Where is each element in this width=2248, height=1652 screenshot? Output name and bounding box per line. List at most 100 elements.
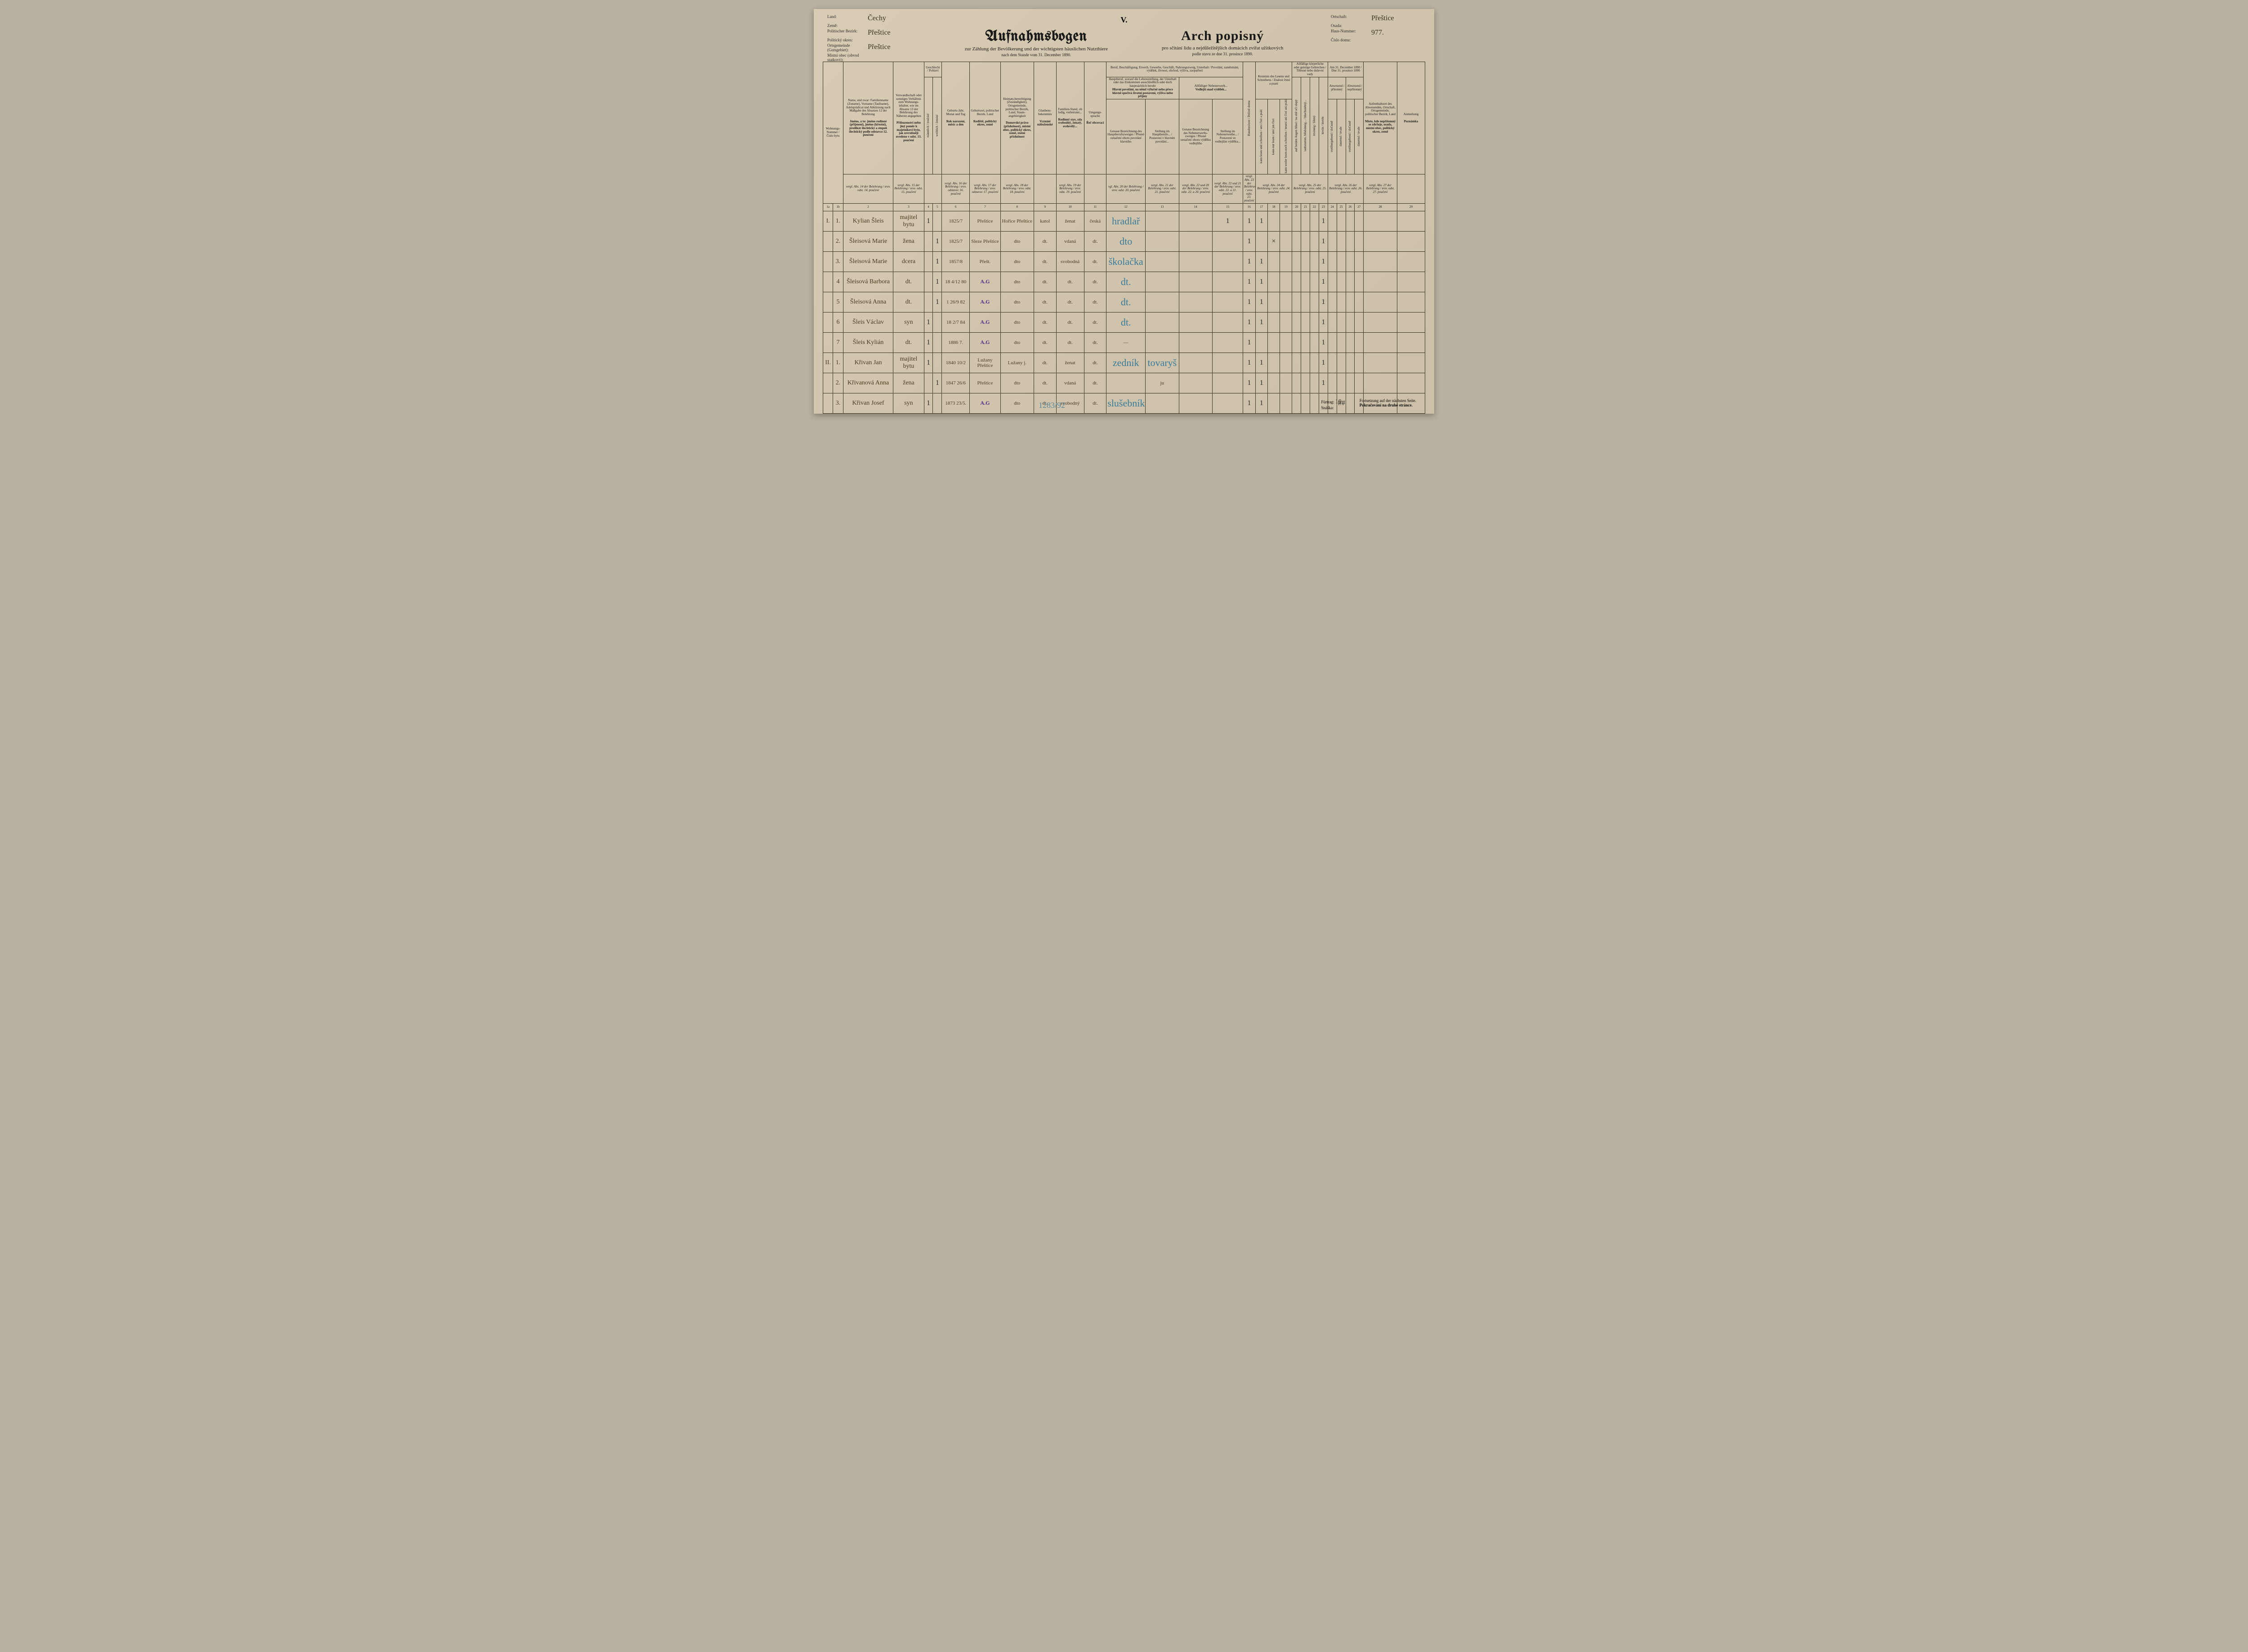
cell [1179,353,1212,373]
table-body: I.1.Kylian Šleismajitel bytu11825/7Přešt… [823,211,1425,413]
cell [1292,211,1301,231]
cell [1301,373,1310,393]
cell [1146,251,1179,272]
cell [1355,211,1364,231]
cell: hradlař [1106,211,1146,231]
table-row: II.1.Křivan Janmajitel bytu11840 10/2Luž… [823,353,1425,373]
cell [1301,332,1310,353]
mistni-label: Místní obec (obvod statkový): [827,53,868,62]
cell: Šleis Kylián [843,332,893,353]
cell [1328,292,1337,312]
cell [1355,312,1364,332]
cell: 1873 23/5. [942,393,970,413]
cell: dt. [1106,312,1146,332]
cell [823,272,833,292]
ref-c13: vergl. Abs. 25 der Belehrung / srov. ods… [1292,174,1328,204]
cell [1212,353,1243,373]
cell: dt. [893,292,924,312]
cell [1146,272,1179,292]
col-num: 11 [1084,203,1106,211]
cell [1397,373,1425,393]
h-c14a1: vorübergehend / dočasně [1328,99,1337,174]
fortsetzung: Fortsetzung auf der nächsten Seite. Pokr… [1360,398,1416,410]
cell: II. [823,353,833,373]
cell: syn [893,312,924,332]
cell [1355,353,1364,373]
cell: 1 [1243,332,1255,353]
cell: tovaryš [1146,353,1179,373]
cell: A.G [970,332,1000,353]
cell: 1 [1255,292,1267,312]
cell: dto [1106,231,1146,251]
ortschaft-label: Ortschaft: [1331,14,1371,22]
cell [1328,251,1337,272]
cell: 4 [833,272,843,292]
cell [1337,211,1346,231]
cell: vdaná [1056,373,1084,393]
cell: 1 [1319,231,1328,251]
h-c10: Umgangs-spracheŘeč obcovací [1084,62,1106,174]
cell [1337,332,1346,353]
cell: 1840 10/2 [942,353,970,373]
cell [1292,231,1301,251]
cell: 1 [1243,251,1255,272]
cell [1364,312,1397,332]
sub-cz: pro sčítání lidu a nejdůležitějších domá… [1162,45,1283,51]
cell [924,231,933,251]
cell: žena [893,373,924,393]
cell [1292,393,1301,413]
cell [1355,373,1364,393]
cell [1310,272,1319,292]
cell [1179,312,1212,332]
cell [1301,251,1310,272]
cell: 3. [833,393,843,413]
h-c15: Aufenthaltsort des Abwesenden, Ortschaft… [1364,62,1397,174]
cell [1337,251,1346,272]
ref-c9: vergl. Abs. 19 der Belehrung / srov. ods… [1056,174,1084,204]
h-c11b: Allfälliger Nebenerwerb...Vedlejší snad … [1179,77,1243,99]
cell: dt. [1034,332,1056,353]
cell: dt. [1084,393,1106,413]
census-sheet: Land:Čechy Země: Politischer Bezirk:Přeš… [814,9,1434,414]
h-c14b1: vorübergehend / dočasně [1346,99,1355,174]
cell: Šleis Václav [843,312,893,332]
cell [924,292,933,312]
orts-value: Přeštice [868,43,891,52]
cell [1146,231,1179,251]
cell: dt. [893,272,924,292]
cell: 1. [833,353,843,373]
cell [1280,373,1292,393]
polit-value: Přeštice [868,29,891,37]
cell [1310,292,1319,312]
ref-c7: vergl. Abs. 18 der Belehrung / srov. ods… [1000,174,1034,204]
cell: dt. [893,332,924,353]
cell [1397,292,1425,312]
cell [1292,272,1301,292]
h-c6: Geburtsort, politischer Bezirk, LandRodi… [970,62,1000,174]
h-c14b: Abwesend / nepřítomný [1346,77,1364,99]
table-head: Wohnungs-Nummer / Číslo bytu Name, und z… [823,62,1425,211]
cell: Kylian Šleis [843,211,893,231]
cell: školačka [1106,251,1146,272]
cell [1328,373,1337,393]
title-de-block: Aufnahmsbogen zur Zählung der Bevölkerun… [965,28,1108,57]
cell [1212,251,1243,272]
cell: slušebník [1106,393,1146,413]
polok-label: Politický okres: [827,38,868,42]
h-c2: Name, und zwar: Familienname (Zuname), V… [843,62,893,174]
cell [1364,332,1397,353]
col-num: 3 [893,203,924,211]
cell [1364,353,1397,373]
h-c11: Beruf, Beschäftigung, Erwerb, Gewerbe, G… [1106,62,1243,77]
cell [1310,393,1319,413]
cell [933,353,942,373]
cell: dt. [1034,373,1056,393]
cell [1364,272,1397,292]
cell: majitel bytu [893,353,924,373]
table-row: 4Šleisová Barboradt.118 4/12 80A.Gdtodt.… [823,272,1425,292]
cell: I. [823,211,833,231]
cell [1337,312,1346,332]
h-c12b2: kann nur lesen / umí jen čísti [1267,99,1280,174]
h-c14a2: dauernd / trvale [1337,99,1346,174]
cell [1267,393,1280,413]
